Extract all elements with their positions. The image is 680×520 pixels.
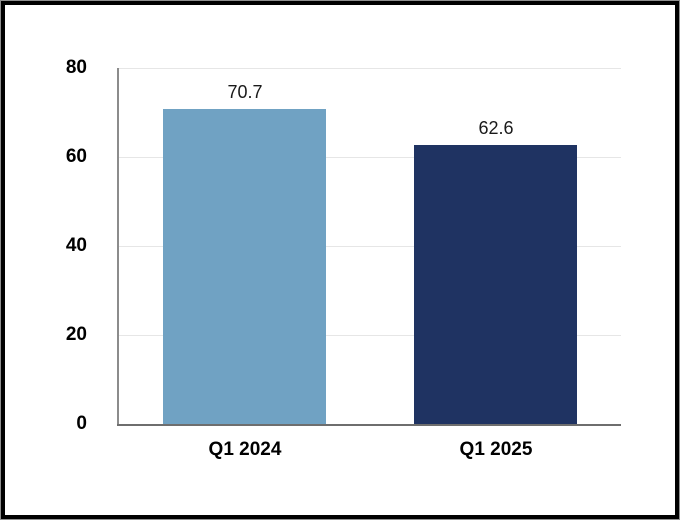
- bar-q1-2024: [163, 109, 326, 424]
- y-axis-tick-label: 80: [65, 57, 87, 78]
- bar-q1-2025: [414, 145, 577, 424]
- y-axis-tick-label: 40: [65, 235, 87, 256]
- y-axis-tick-label: 0: [76, 413, 87, 434]
- x-axis-category-label: Q1 2025: [459, 439, 533, 460]
- gridline: [119, 246, 621, 247]
- y-axis-tick-label: 20: [65, 324, 87, 345]
- y-axis-tick-label: 60: [65, 146, 87, 167]
- x-axis-category-label: Q1 2024: [208, 439, 282, 460]
- x-axis-line: [117, 424, 621, 426]
- y-axis-line: [117, 68, 119, 425]
- bar-value-label: 62.6: [478, 118, 514, 138]
- gridline: [119, 68, 621, 69]
- bar-value-label: 70.7: [227, 82, 263, 102]
- gridline: [119, 335, 621, 336]
- plot-area: [119, 68, 621, 424]
- gridline: [119, 157, 621, 158]
